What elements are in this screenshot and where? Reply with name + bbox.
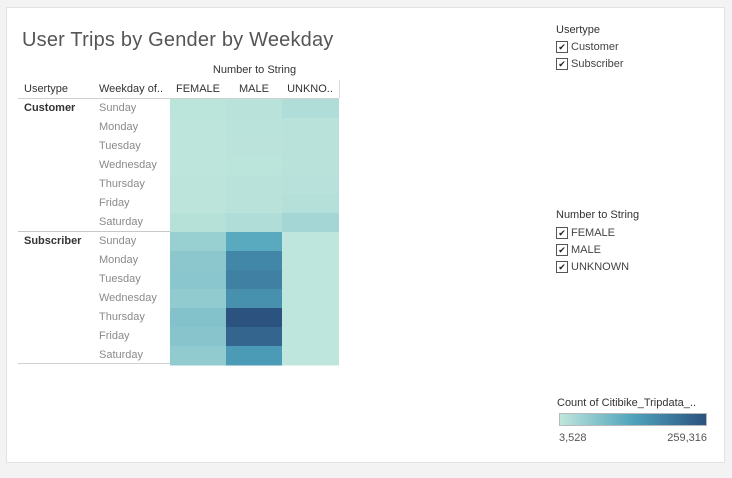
- row-label-subscriber-monday: Monday: [99, 254, 139, 266]
- filter-label-male: MALE: [571, 244, 601, 256]
- heatmap-cell-customer-monday-unkno[interactable]: [282, 118, 339, 138]
- heatmap-cell-subscriber-wednesday-unkno[interactable]: [282, 289, 339, 309]
- row-label-subscriber-saturday: Saturday: [99, 349, 144, 361]
- row-group-customer: Customer: [24, 102, 76, 114]
- row-header-weekday[interactable]: Weekday of..: [99, 83, 163, 95]
- heatmap-cell-subscriber-friday-female[interactable]: [170, 327, 227, 347]
- heatmap-cell-customer-friday-female[interactable]: [170, 194, 227, 214]
- heatmap-cell-subscriber-tuesday-female[interactable]: [170, 270, 227, 290]
- heatmap-cell-customer-tuesday-female[interactable]: [170, 137, 227, 157]
- color-legend-min: 3,528: [559, 432, 587, 444]
- heatmap-cell-customer-tuesday-unkno[interactable]: [282, 137, 339, 157]
- row-label-customer-saturday: Saturday: [99, 216, 144, 228]
- heatmap-cell-customer-saturday-male[interactable]: [226, 213, 283, 233]
- heatmap-cell-customer-sunday-unkno[interactable]: [282, 99, 339, 119]
- filter-item-customer[interactable]: ✔ Customer: [556, 39, 619, 55]
- heatmap-cell-customer-wednesday-male[interactable]: [226, 156, 283, 176]
- filter-label-customer: Customer: [571, 41, 619, 53]
- dashboard-card: [6, 7, 725, 463]
- heatmap-cell-customer-friday-male[interactable]: [226, 194, 283, 214]
- heatmap-cell-subscriber-monday-male[interactable]: [226, 251, 283, 271]
- heatmap-cell-subscriber-friday-male[interactable]: [226, 327, 283, 347]
- row-label-customer-sunday: Sunday: [99, 102, 137, 114]
- checkbox-male[interactable]: ✔: [556, 244, 568, 256]
- checkbox-subscriber[interactable]: ✔: [556, 58, 568, 70]
- row-label-subscriber-friday: Friday: [99, 330, 130, 342]
- filter-label-female: FEMALE: [571, 227, 616, 239]
- filter-item-male[interactable]: ✔ MALE: [556, 242, 601, 258]
- heatmap-cell-customer-wednesday-unkno[interactable]: [282, 156, 339, 176]
- row-label-subscriber-sunday: Sunday: [99, 235, 137, 247]
- filter-label-unknown: UNKNOWN: [571, 261, 630, 273]
- heatmap-cell-subscriber-thursday-unkno[interactable]: [282, 308, 339, 328]
- heatmap-cell-customer-friday-unkno[interactable]: [282, 194, 339, 214]
- checkbox-unknown[interactable]: ✔: [556, 261, 568, 273]
- heatmap-cell-customer-thursday-unkno[interactable]: [282, 175, 339, 195]
- heatmap-cell-customer-tuesday-male[interactable]: [226, 137, 283, 157]
- usertype-filter-title: Usertype: [556, 24, 601, 36]
- row-label-customer-wednesday: Wednesday: [99, 159, 157, 171]
- heatmap-cell-subscriber-sunday-female[interactable]: [170, 232, 227, 252]
- filter-label-subscriber: Subscriber: [571, 58, 624, 70]
- row-label-customer-monday: Monday: [99, 121, 139, 133]
- heatmap-cell-subscriber-tuesday-male[interactable]: [226, 270, 283, 290]
- row-label-customer-friday: Friday: [99, 197, 130, 209]
- column-header-male[interactable]: MALE: [239, 83, 269, 95]
- heatmap-cell-subscriber-friday-unkno[interactable]: [282, 327, 339, 347]
- heatmap-cell-subscriber-saturday-unkno[interactable]: [282, 346, 339, 366]
- heatmap-cell-subscriber-thursday-female[interactable]: [170, 308, 227, 328]
- checkbox-customer[interactable]: ✔: [556, 41, 568, 53]
- color-legend-title: Count of Citibike_Tripdata_..: [557, 397, 696, 409]
- filter-item-subscriber[interactable]: ✔ Subscriber: [556, 56, 624, 72]
- row-group-subscriber: Subscriber: [24, 235, 82, 247]
- gender-filter-title: Number to String: [556, 209, 640, 221]
- heatmap-cell-subscriber-saturday-female[interactable]: [170, 346, 227, 366]
- checkbox-female[interactable]: ✔: [556, 227, 568, 239]
- header-divider: [339, 80, 340, 98]
- row-label-customer-tuesday: Tuesday: [99, 140, 141, 152]
- filter-item-female[interactable]: ✔ FEMALE: [556, 225, 615, 241]
- row-label-subscriber-tuesday: Tuesday: [99, 273, 141, 285]
- heatmap-cell-customer-thursday-female[interactable]: [170, 175, 227, 195]
- row-label-subscriber-thursday: Thursday: [99, 311, 145, 323]
- heatmap-cell-subscriber-sunday-male[interactable]: [226, 232, 283, 252]
- heatmap-cell-customer-sunday-male[interactable]: [226, 99, 283, 119]
- row-label-subscriber-wednesday: Wednesday: [99, 292, 157, 304]
- heatmap-cell-subscriber-monday-female[interactable]: [170, 251, 227, 271]
- chart-title: User Trips by Gender by Weekday: [22, 29, 334, 51]
- column-header-unknown[interactable]: UNKNO..: [287, 83, 333, 95]
- row-header-usertype[interactable]: Usertype: [24, 83, 69, 95]
- heatmap-cell-customer-thursday-male[interactable]: [226, 175, 283, 195]
- filter-item-unknown[interactable]: ✔ UNKNOWN: [556, 259, 629, 275]
- heatmap-cell-customer-monday-male[interactable]: [226, 118, 283, 138]
- row-label-customer-thursday: Thursday: [99, 178, 145, 190]
- heatmap-cell-customer-wednesday-female[interactable]: [170, 156, 227, 176]
- heatmap-cell-subscriber-thursday-male[interactable]: [226, 308, 283, 328]
- color-gradient-bar[interactable]: [559, 413, 707, 426]
- heatmap-cell-customer-saturday-unkno[interactable]: [282, 213, 339, 233]
- heatmap-cell-subscriber-monday-unkno[interactable]: [282, 251, 339, 271]
- heatmap-cell-customer-saturday-female[interactable]: [170, 213, 227, 233]
- color-legend-max: 259,316: [667, 432, 707, 444]
- heatmap-cell-subscriber-wednesday-female[interactable]: [170, 289, 227, 309]
- heatmap-cell-subscriber-wednesday-male[interactable]: [226, 289, 283, 309]
- heatmap-cell-customer-monday-female[interactable]: [170, 118, 227, 138]
- heatmap-cell-subscriber-sunday-unkno[interactable]: [282, 232, 339, 252]
- column-header-female[interactable]: FEMALE: [175, 83, 220, 95]
- heatmap-cell-subscriber-tuesday-unkno[interactable]: [282, 270, 339, 290]
- heatmap-cell-customer-sunday-female[interactable]: [170, 99, 227, 119]
- header-underline: [18, 98, 339, 99]
- column-group-header: Number to String: [212, 64, 297, 76]
- heatmap-cell-subscriber-saturday-male[interactable]: [226, 346, 283, 366]
